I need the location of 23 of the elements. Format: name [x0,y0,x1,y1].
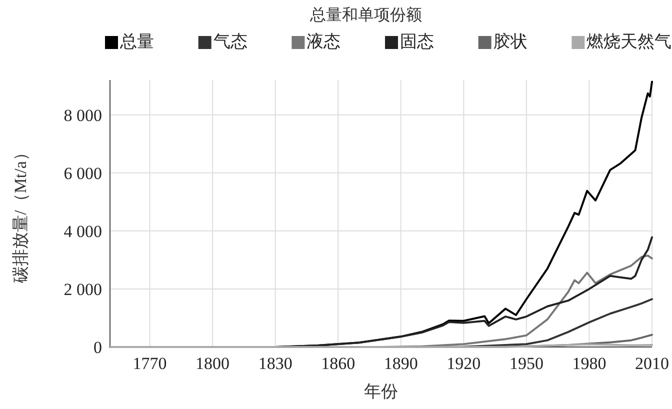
x-tick-label: 1920 [446,354,481,373]
y-tick-label: 0 [94,338,102,357]
x-tick-label: 1860 [321,354,356,373]
x-axis-title: 年份 [364,382,398,401]
y-tick-label: 2 000 [64,280,102,299]
chart-title: 总量和单项份额 [309,6,422,24]
x-tick-label: 2010 [635,354,669,373]
legend-label: 固态 [400,32,434,51]
legend-label: 气态 [213,32,248,51]
y-axis-title: 碳排放量/（Mt/a） [11,144,30,284]
y-tick-label: 8 000 [64,106,102,125]
legend-label: 液态 [306,32,341,51]
x-tick-label: 1830 [258,354,292,373]
legend-label: 胶状 [493,32,528,51]
x-tick-label: 1890 [384,354,418,373]
x-tick-label: 1770 [132,354,167,373]
x-tick-label: 1980 [572,354,606,373]
x-tick-label: 1800 [196,354,230,373]
x-tick-label: 1950 [509,354,544,373]
y-tick-label: 6 000 [64,164,102,183]
y-tick-label: 4 000 [64,222,102,241]
legend-label: 燃烧天然气 [586,32,672,51]
legend-label: 总量 [119,32,154,51]
